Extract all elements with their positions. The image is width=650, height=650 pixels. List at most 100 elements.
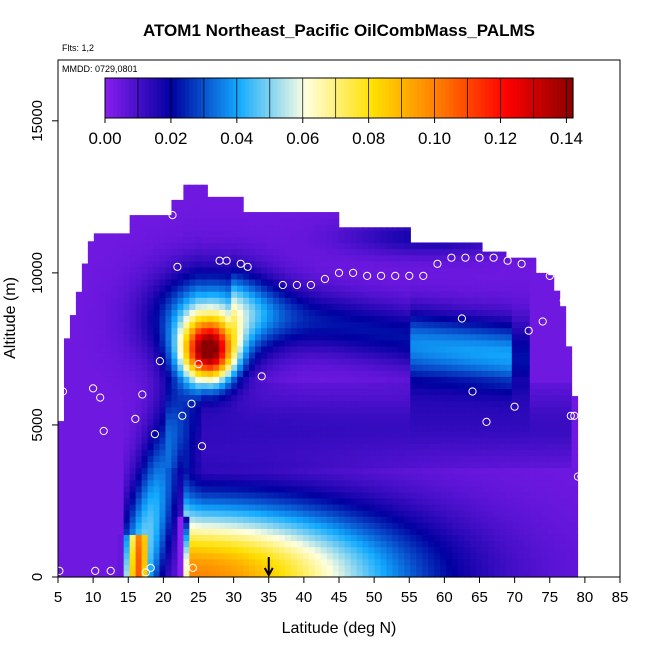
heatmap-cell xyxy=(249,321,256,329)
heatmap-cell xyxy=(392,351,399,359)
heatmap-cell xyxy=(571,522,579,529)
heatmap-cell xyxy=(249,212,256,219)
heatmap-cell xyxy=(314,218,322,225)
heatmap-cell xyxy=(284,491,292,499)
heatmap-cell xyxy=(99,540,107,548)
heatmap-cell xyxy=(159,552,167,560)
heatmap-cell xyxy=(177,248,184,256)
heatmap-cell xyxy=(165,266,173,274)
heatmap-cell xyxy=(416,382,423,390)
heatmap-cell xyxy=(219,443,226,450)
heatmap-cell xyxy=(302,546,310,554)
sample-point xyxy=(349,268,358,277)
heatmap-cell xyxy=(165,218,173,225)
heatmap-cell xyxy=(183,406,190,414)
heatmap-cell xyxy=(380,382,388,390)
heatmap-cell xyxy=(123,510,131,517)
heatmap-cell xyxy=(499,327,507,335)
heatmap-cell xyxy=(470,528,477,536)
heatmap-cell xyxy=(470,321,477,329)
heatmap-cell xyxy=(320,370,328,377)
heatmap-cell xyxy=(470,345,477,353)
heatmap-cell xyxy=(475,400,483,408)
heatmap-cell xyxy=(129,230,137,237)
heatmap-cell xyxy=(153,278,161,286)
mmdd-annotation: MMDD: 0729,0801 xyxy=(62,64,138,74)
heatmap-cell xyxy=(266,552,274,560)
heatmap-cell xyxy=(571,564,579,572)
heatmap-cell xyxy=(493,546,501,554)
heatmap-cell xyxy=(350,485,358,493)
heatmap-cell xyxy=(272,443,280,450)
heatmap-cell xyxy=(398,345,405,353)
heatmap-cell xyxy=(410,479,417,487)
heatmap-cell xyxy=(428,431,435,438)
heatmap-cell xyxy=(105,236,113,244)
heatmap-cell xyxy=(470,266,477,274)
heatmap-cell xyxy=(559,394,567,402)
heatmap-cell xyxy=(261,528,268,536)
heatmap-cell xyxy=(87,467,95,475)
heatmap-cell xyxy=(326,260,334,268)
heatmap-cell xyxy=(350,455,358,463)
heatmap-cell xyxy=(201,394,208,402)
heatmap-cell xyxy=(481,376,489,383)
heatmap-cell xyxy=(243,309,250,317)
heatmap-cell xyxy=(225,376,232,383)
heatmap-cell xyxy=(535,303,543,310)
heatmap-cell xyxy=(481,309,489,317)
heatmap-cell xyxy=(535,339,543,347)
heatmap-cell xyxy=(535,473,543,481)
heatmap-cell xyxy=(99,406,107,414)
heatmap-cell xyxy=(487,266,495,274)
heatmap-cell xyxy=(189,193,196,201)
heatmap-cell xyxy=(165,461,173,469)
heatmap-cell xyxy=(356,564,364,572)
heatmap-cell xyxy=(553,540,561,548)
heatmap-cell xyxy=(237,479,244,487)
heatmap-cell xyxy=(314,272,322,280)
heatmap-cell xyxy=(195,285,202,292)
heatmap-cell xyxy=(541,443,549,450)
heatmap-cell xyxy=(58,552,65,560)
heatmap-cell xyxy=(290,285,298,292)
heatmap-cell xyxy=(147,388,155,396)
heatmap-cell xyxy=(428,564,435,572)
heatmap-cell xyxy=(219,321,226,329)
heatmap-cell xyxy=(326,291,334,298)
heatmap-cell xyxy=(440,272,447,280)
heatmap-cell xyxy=(475,449,483,456)
heatmap-cell xyxy=(428,570,435,578)
heatmap-cell xyxy=(75,564,83,572)
heatmap-cell xyxy=(481,528,489,536)
heatmap-cell xyxy=(201,412,208,420)
heatmap-cell xyxy=(201,285,208,292)
heatmap-cell xyxy=(135,327,143,335)
heatmap-cell xyxy=(565,564,573,572)
heatmap-cell xyxy=(380,339,388,347)
heatmap-cell xyxy=(446,437,453,444)
heatmap-cell xyxy=(499,418,507,426)
heatmap-cell xyxy=(201,297,208,304)
heatmap-cell xyxy=(452,491,459,499)
heatmap-cell xyxy=(123,406,131,414)
heatmap-cell xyxy=(177,534,184,542)
heatmap-cell xyxy=(434,242,441,250)
heatmap-cell xyxy=(487,510,495,517)
heatmap-cell xyxy=(332,345,340,353)
heatmap-cell xyxy=(464,522,471,529)
heatmap-cell xyxy=(458,351,465,359)
heatmap-cell xyxy=(177,351,184,359)
heatmap-cell xyxy=(255,285,262,292)
heatmap-cell xyxy=(523,424,531,432)
heatmap-cell xyxy=(213,479,220,487)
heatmap-cell xyxy=(493,333,501,341)
heatmap-cell xyxy=(147,461,155,469)
heatmap-cell xyxy=(111,412,119,420)
heatmap-cell xyxy=(452,424,459,432)
heatmap-cell xyxy=(499,358,507,365)
heatmap-cell xyxy=(559,382,567,390)
heatmap-cell xyxy=(296,248,304,256)
heatmap-cell xyxy=(422,528,429,536)
heatmap-cell xyxy=(284,443,292,450)
